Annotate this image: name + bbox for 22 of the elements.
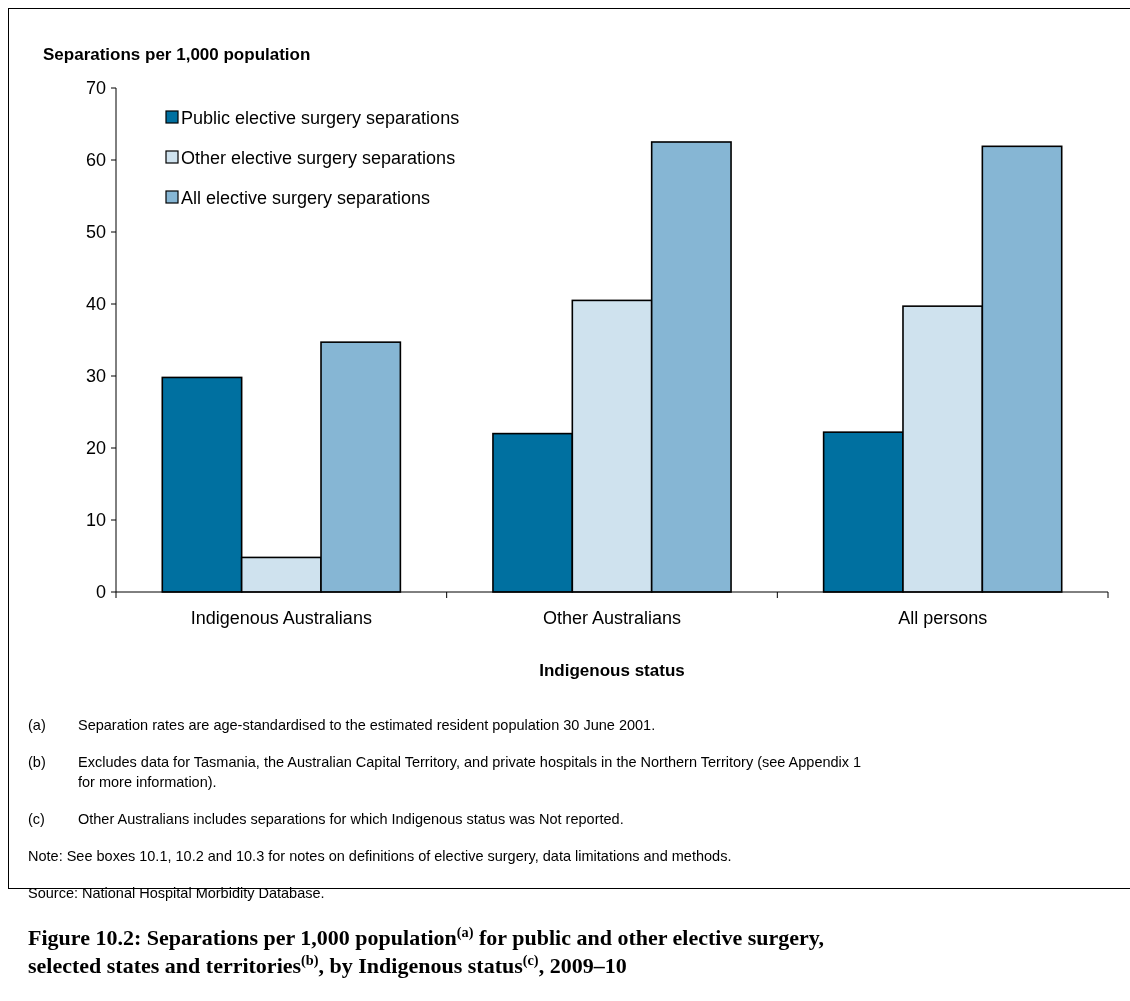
legend-label: Other elective surgery separations [181,148,456,169]
legend-label: Public elective surgery separations [181,108,460,129]
text: (b) Excludes data for Tasmania, the Australian Capital Territory, and private hospitals in the Northern Territory (see Appendix 1 for more information). [28,754,862,790]
legend-label: All elective surgery separations [181,188,431,209]
x-tick-label: Other Australians [542,608,682,628]
y-tick-label: 70 [85,78,106,99]
y-axis-title: Separations per 1,000 population [43,45,311,64]
y-tick-label: 60 [85,150,106,171]
text: Note: See boxes 10.1, 10.2 and 10.3 for notes on definitions of elective surgery, data limitations and methods. [28,848,732,864]
text: (c) Other Australians includes separations for which Indigenous status was Not reported. [28,811,624,827]
x-tick-label: All persons [898,608,988,628]
y-tick-label: 40 [85,294,106,315]
x-axis-title: Indigenous status [539,661,685,680]
text: (a) Separation rates are age-standardised to the estimated resident population 30 June 2001. [28,717,656,733]
y-tick-label: 0 [95,582,106,603]
y-tick-label: 50 [85,222,106,243]
source-note: Source: National Hospital Morbidity Database. [28,885,325,901]
y-tick-label: 20 [85,438,106,459]
y-tick-label: 10 [85,510,106,531]
x-tick-label: Indigenous Australians [190,608,372,628]
chart-title: Figure 10.2: Separations per 1,000 population$^{(a)}$ for public and other elective surgery, selected states and territories$^{(b)}$, by Indigenous status$^{(c)}$, 2009–10 [28,924,825,978]
y-tick-label: 30 [85,366,106,387]
